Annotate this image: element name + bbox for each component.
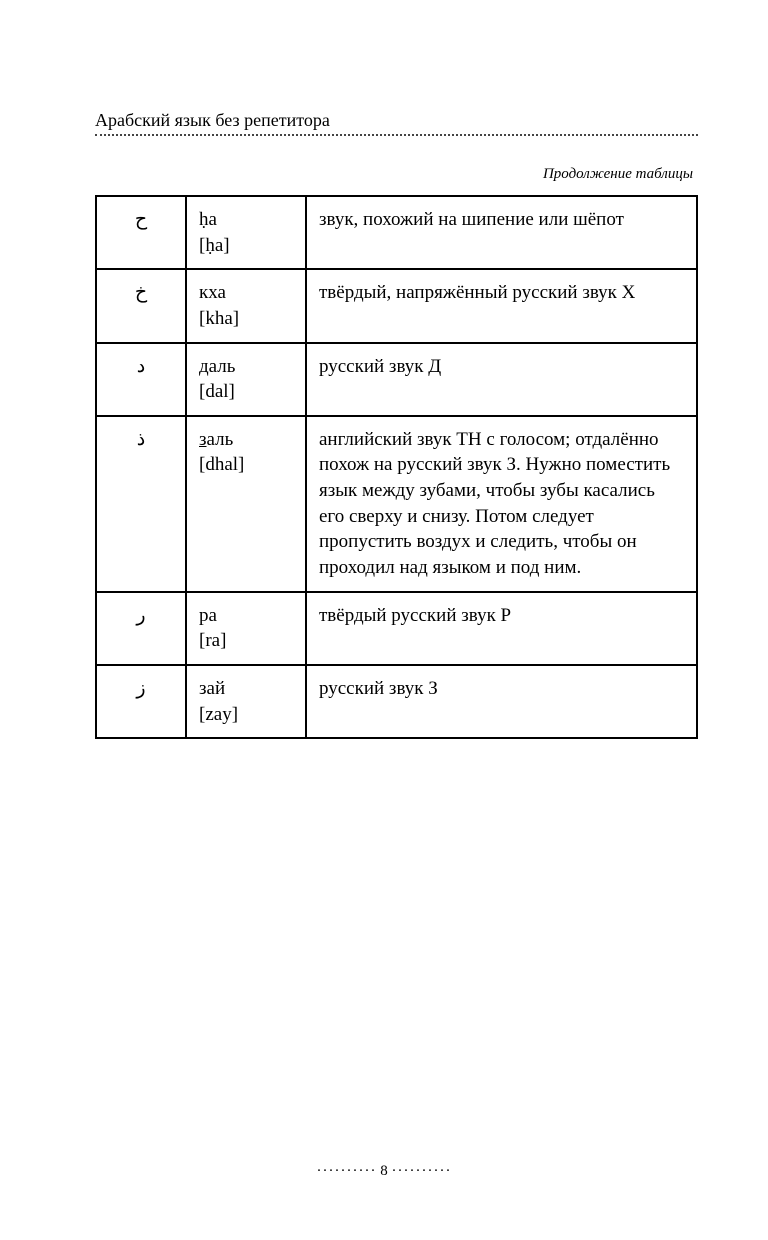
arabic-letter: ح <box>96 196 186 269</box>
page-number: ·········· 8 ·········· <box>0 1163 768 1180</box>
letter-description: русский звук Д <box>306 343 697 416</box>
arabic-letter: ز <box>96 665 186 738</box>
arabic-letter: ر <box>96 592 186 665</box>
letter-description: твёрдый русский звук Р <box>306 592 697 665</box>
continuation-label: Продолжение таблицы <box>95 166 698 183</box>
table-row: د даль [dal] русский звук Д <box>96 343 697 416</box>
arabic-letter: د <box>96 343 186 416</box>
letter-name: ḥа [ḥа] <box>186 196 306 269</box>
arabic-letter-table: ح ḥа [ḥа] звук, похожий на шипение или ш… <box>95 195 698 739</box>
header-divider <box>95 134 698 136</box>
letter-name: даль [dal] <box>186 343 306 416</box>
letter-name: заль [dhal] <box>186 416 306 592</box>
letter-description: твёрдый, напряжённый русский звук Х <box>306 269 697 342</box>
table-row: ر ра [ra] твёрдый русский звук Р <box>96 592 697 665</box>
letter-name: ра [ra] <box>186 592 306 665</box>
letter-name: кха [kha] <box>186 269 306 342</box>
letter-description: звук, похожий на шипение или шёпот <box>306 196 697 269</box>
table-row: ذ заль [dhal] английский звук TH с голос… <box>96 416 697 592</box>
table-row: خ кха [kha] твёрдый, напряжённый русский… <box>96 269 697 342</box>
letter-description: английский звук TH с голосом; отдалённо … <box>306 416 697 592</box>
letter-description: русский звук З <box>306 665 697 738</box>
arabic-letter: ذ <box>96 416 186 592</box>
arabic-letter: خ <box>96 269 186 342</box>
letter-name: зай [zay] <box>186 665 306 738</box>
table-row: ز зай [zay] русский звук З <box>96 665 697 738</box>
page-title: Арабский язык без репетитора <box>95 110 698 131</box>
table-row: ح ḥа [ḥа] звук, похожий на шипение или ш… <box>96 196 697 269</box>
